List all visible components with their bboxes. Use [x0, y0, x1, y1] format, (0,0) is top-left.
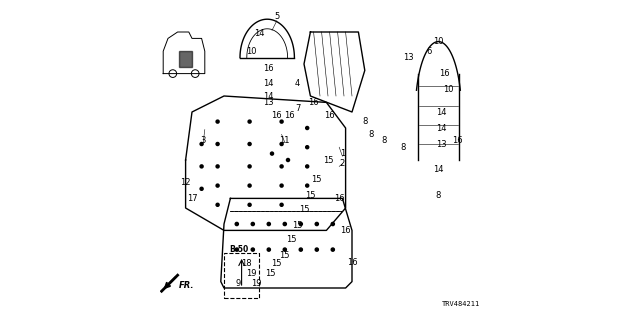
Circle shape: [283, 248, 287, 251]
Text: 15: 15: [312, 175, 322, 184]
Circle shape: [305, 126, 310, 130]
Text: 9: 9: [235, 279, 241, 288]
Circle shape: [200, 142, 204, 146]
Text: FR.: FR.: [179, 281, 195, 290]
Text: 5: 5: [274, 12, 280, 20]
Text: 8: 8: [381, 136, 387, 145]
Text: 1: 1: [340, 149, 345, 158]
Circle shape: [280, 203, 284, 207]
Text: 14: 14: [264, 92, 274, 100]
Text: 11: 11: [280, 136, 290, 145]
Circle shape: [252, 222, 255, 226]
Bar: [224, 253, 259, 298]
Circle shape: [248, 203, 252, 207]
Text: 15: 15: [286, 236, 296, 244]
Text: 19: 19: [246, 269, 257, 278]
Text: 15: 15: [265, 269, 276, 278]
Text: 15: 15: [305, 191, 316, 200]
Text: TRV484211: TRV484211: [442, 301, 480, 307]
Text: 14: 14: [436, 124, 447, 132]
Text: 4: 4: [295, 79, 300, 88]
Text: 14: 14: [264, 79, 274, 88]
Text: 13: 13: [436, 140, 447, 148]
Text: 13: 13: [264, 98, 274, 107]
Circle shape: [315, 222, 319, 226]
Text: 14: 14: [436, 108, 447, 116]
Text: 16: 16: [347, 258, 357, 267]
Circle shape: [305, 164, 310, 169]
Circle shape: [215, 183, 220, 188]
Text: 19: 19: [251, 279, 261, 288]
Text: 18: 18: [241, 260, 252, 268]
Circle shape: [236, 222, 239, 226]
Circle shape: [215, 119, 220, 124]
Circle shape: [236, 248, 239, 251]
Text: 17: 17: [187, 194, 197, 203]
Text: 16: 16: [452, 136, 463, 145]
Circle shape: [280, 183, 284, 188]
Text: 16: 16: [340, 226, 351, 235]
Circle shape: [280, 142, 284, 146]
Text: 16: 16: [440, 69, 450, 78]
Text: 15: 15: [292, 221, 303, 230]
Text: 10: 10: [433, 37, 444, 46]
Circle shape: [332, 222, 335, 226]
Circle shape: [280, 119, 284, 124]
Text: 8: 8: [436, 191, 441, 200]
Text: 8: 8: [401, 143, 406, 152]
Text: 15: 15: [323, 156, 333, 164]
Text: 15: 15: [299, 205, 309, 214]
Text: 8: 8: [369, 130, 374, 139]
Text: 15: 15: [280, 252, 290, 260]
Circle shape: [248, 183, 252, 188]
Text: 10: 10: [246, 47, 257, 56]
Text: 16: 16: [271, 111, 282, 120]
Circle shape: [268, 222, 271, 226]
Circle shape: [305, 183, 310, 188]
Circle shape: [215, 142, 220, 146]
Text: 2: 2: [340, 159, 345, 168]
Text: 16: 16: [264, 64, 274, 73]
Text: 6: 6: [426, 47, 431, 56]
Circle shape: [215, 164, 220, 169]
Circle shape: [200, 164, 204, 169]
Text: 14: 14: [254, 29, 264, 38]
Circle shape: [200, 187, 204, 191]
Text: 16: 16: [308, 98, 319, 107]
Circle shape: [283, 222, 287, 226]
Circle shape: [270, 151, 275, 156]
Circle shape: [315, 248, 319, 251]
Circle shape: [285, 158, 291, 162]
Text: 15: 15: [271, 260, 282, 268]
Text: 10: 10: [443, 85, 453, 94]
Circle shape: [248, 164, 252, 169]
Circle shape: [280, 164, 284, 169]
Circle shape: [300, 248, 303, 251]
Text: 13: 13: [403, 53, 413, 62]
Circle shape: [252, 248, 255, 251]
Text: 14: 14: [433, 165, 444, 174]
Polygon shape: [179, 51, 192, 67]
Circle shape: [248, 119, 252, 124]
Text: B-50: B-50: [229, 245, 248, 254]
Text: 16: 16: [284, 111, 295, 120]
Circle shape: [215, 203, 220, 207]
Circle shape: [300, 222, 303, 226]
Text: 3: 3: [200, 136, 206, 145]
Circle shape: [305, 145, 310, 149]
Circle shape: [248, 142, 252, 146]
Text: 16: 16: [334, 194, 344, 203]
Text: 8: 8: [362, 117, 367, 126]
Text: 16: 16: [324, 111, 335, 120]
Text: 12: 12: [180, 178, 190, 187]
Circle shape: [268, 248, 271, 251]
Text: 7: 7: [295, 104, 300, 113]
Circle shape: [332, 248, 335, 251]
